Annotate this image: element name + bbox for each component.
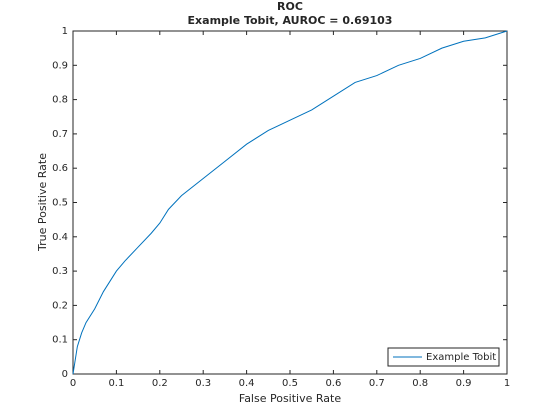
legend-box <box>387 347 500 367</box>
y-tick-label: 0.6 <box>52 163 68 174</box>
y-tick-label: 0.3 <box>52 266 68 277</box>
x-tick-label: 0.4 <box>239 378 255 389</box>
x-tick-label: 0.6 <box>325 378 341 389</box>
y-tick-label: 0 <box>62 369 68 380</box>
y-tick-label: 0.8 <box>52 95 68 106</box>
y-tick-label: 0.5 <box>52 198 68 209</box>
x-tick-label: 0.7 <box>369 378 385 389</box>
x-tick-label: 0.9 <box>456 378 472 389</box>
x-axis-label: False Positive Rate <box>239 392 341 405</box>
chart-subtitle: Example Tobit, AUROC = 0.69103 <box>188 14 393 27</box>
x-tick-label: 0.8 <box>412 378 428 389</box>
x-tick-label: 1 <box>504 378 510 389</box>
roc-line <box>72 30 508 375</box>
chart-title: ROC <box>277 0 303 13</box>
y-tick-label: 1 <box>62 26 68 37</box>
y-tick-label: 0.4 <box>52 232 68 243</box>
legend-label: Example Tobit <box>426 352 496 363</box>
x-tick-label: 0 <box>70 378 76 389</box>
x-tick-label: 0.2 <box>152 378 168 389</box>
y-tick-label: 0.9 <box>52 60 68 71</box>
y-axis-label: True Positive Rate <box>36 153 49 252</box>
x-tick-label: 0.1 <box>108 378 124 389</box>
y-tick-label: 0.1 <box>52 335 68 346</box>
x-tick-label: 0.3 <box>195 378 211 389</box>
x-tick-label: 0.5 <box>282 378 298 389</box>
y-tick-label: 0.2 <box>52 300 68 311</box>
y-tick-label: 0.7 <box>52 129 68 140</box>
